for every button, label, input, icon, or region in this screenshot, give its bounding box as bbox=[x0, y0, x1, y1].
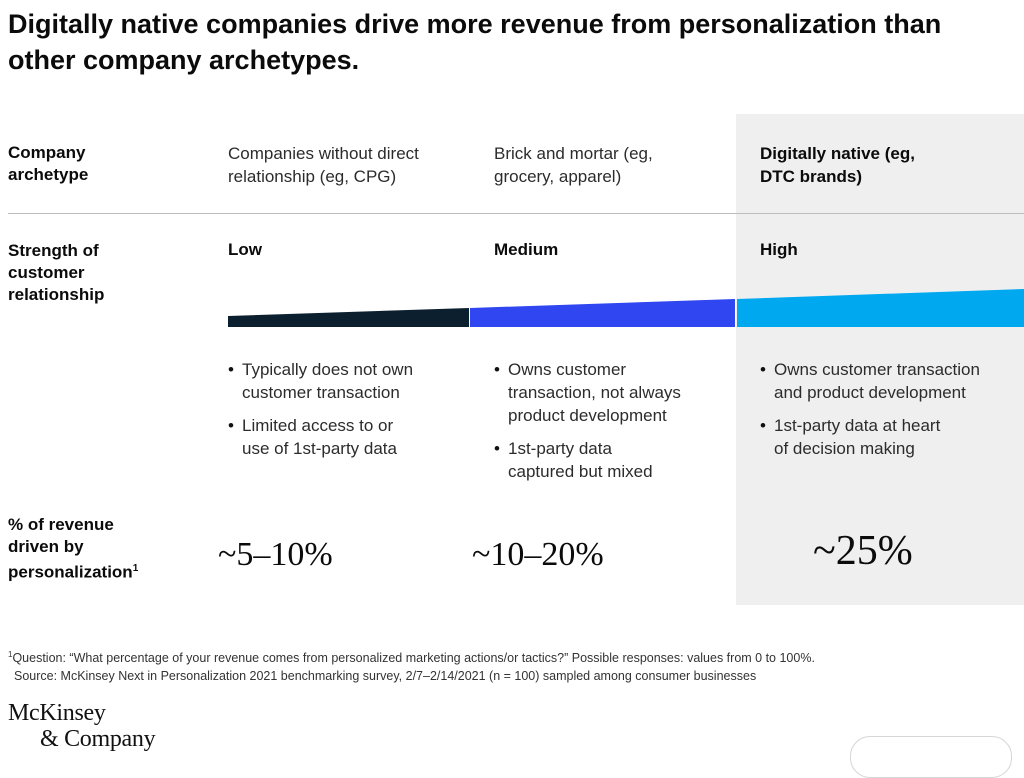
wedge-segment-medium bbox=[470, 299, 735, 327]
bullet-line: 1st-party data bbox=[508, 439, 612, 458]
mckinsey-logo: McKinsey & Company bbox=[8, 700, 156, 752]
bullet-item: Owns customer transaction and product de… bbox=[760, 358, 980, 404]
bullet-item: 1st-party data at heart of decision maki… bbox=[760, 414, 980, 460]
wedge-segment-high bbox=[737, 289, 1024, 327]
strength-level-medium: Medium bbox=[494, 240, 559, 259]
bullet-list-no-direct: Typically does not own customer transact… bbox=[228, 358, 413, 470]
logo-line: McKinsey bbox=[8, 700, 106, 726]
row-label-revenue: % of revenue driven by personalization1 bbox=[8, 514, 208, 584]
bullet-line: and product development bbox=[774, 383, 966, 402]
row-label-line: archetype bbox=[8, 165, 89, 184]
strength-level-high: High bbox=[760, 240, 798, 259]
page-title: Digitally native companies drive more re… bbox=[8, 9, 942, 75]
revenue-value-brick-mortar: ~10–20% bbox=[472, 536, 604, 573]
column-heading-line: grocery, apparel) bbox=[494, 167, 622, 186]
floating-widget[interactable] bbox=[850, 736, 1012, 778]
bullet-item: Typically does not own customer transact… bbox=[228, 358, 413, 404]
row-label-line: customer bbox=[8, 263, 85, 282]
footnote-marker: 1 bbox=[8, 650, 13, 659]
bullet-list-digitally-native: Owns customer transaction and product de… bbox=[760, 358, 980, 470]
bullet-item: Owns customer transaction, not always pr… bbox=[494, 358, 681, 427]
logo-line: & Company bbox=[40, 726, 156, 752]
header-divider bbox=[8, 213, 1024, 214]
bullet-line: Owns customer transaction bbox=[774, 360, 980, 379]
row-label-line: driven by bbox=[8, 537, 84, 556]
row-label-line: % of revenue bbox=[8, 515, 114, 534]
footnote: 1Question: “What percentage of your reve… bbox=[8, 646, 1018, 685]
revenue-value-no-direct: ~5–10% bbox=[218, 536, 333, 573]
footnote-question: 1Question: “What percentage of your reve… bbox=[8, 646, 1018, 667]
row-label-archetype: Company archetype bbox=[8, 142, 208, 186]
row-label-line: Company bbox=[8, 143, 86, 162]
column-heading-line: Brick and mortar (eg, bbox=[494, 144, 653, 163]
bullet-line: 1st-party data at heart bbox=[774, 416, 941, 435]
strength-level-low: Low bbox=[228, 240, 262, 259]
column-heading-no-direct: Companies without direct relationship (e… bbox=[228, 142, 468, 188]
bullet-line: of decision making bbox=[774, 439, 915, 458]
bullet-line: product development bbox=[508, 406, 667, 425]
bullet-line: Limited access to or bbox=[242, 416, 394, 435]
column-heading-brick-mortar: Brick and mortar (eg, grocery, apparel) bbox=[494, 142, 734, 188]
bullet-line: transaction, not always bbox=[508, 383, 681, 402]
bullet-line: customer transaction bbox=[242, 383, 400, 402]
footnote-marker: 1 bbox=[132, 563, 139, 574]
row-label-strength: Strength of customer relationship bbox=[8, 240, 208, 306]
revenue-value-digitally-native: ~25% bbox=[813, 528, 913, 574]
bullet-item: 1st-party data captured but mixed bbox=[494, 437, 681, 483]
row-label-text: personalization bbox=[8, 562, 133, 582]
column-heading-line: relationship (eg, CPG) bbox=[228, 167, 397, 186]
column-heading-line: Companies without direct bbox=[228, 144, 419, 163]
row-label-line: personalization1 bbox=[8, 558, 208, 584]
row-label-line: relationship bbox=[8, 285, 105, 304]
bullet-item: Limited access to or use of 1st-party da… bbox=[228, 414, 413, 460]
bullet-line: Typically does not own bbox=[242, 360, 414, 379]
bullet-line: captured but mixed bbox=[508, 462, 653, 481]
column-heading-line: Digitally native (eg, bbox=[760, 144, 915, 163]
bullet-line: Owns customer bbox=[508, 360, 627, 379]
row-label-line: Strength of bbox=[8, 241, 99, 260]
wedge-segment-low bbox=[228, 308, 469, 327]
footnote-source: Source: McKinsey Next in Personalization… bbox=[14, 669, 757, 684]
bullet-list-brick-mortar: Owns customer transaction, not always pr… bbox=[494, 358, 681, 493]
footnote-question-text: Question: “What percentage of your reven… bbox=[12, 651, 815, 666]
column-heading-line: DTC brands) bbox=[760, 167, 862, 186]
bullet-line: use of 1st-party data bbox=[242, 439, 397, 458]
column-heading-digitally-native: Digitally native (eg, DTC brands) bbox=[760, 142, 1000, 188]
relationship-strength-wedge bbox=[228, 289, 1024, 327]
